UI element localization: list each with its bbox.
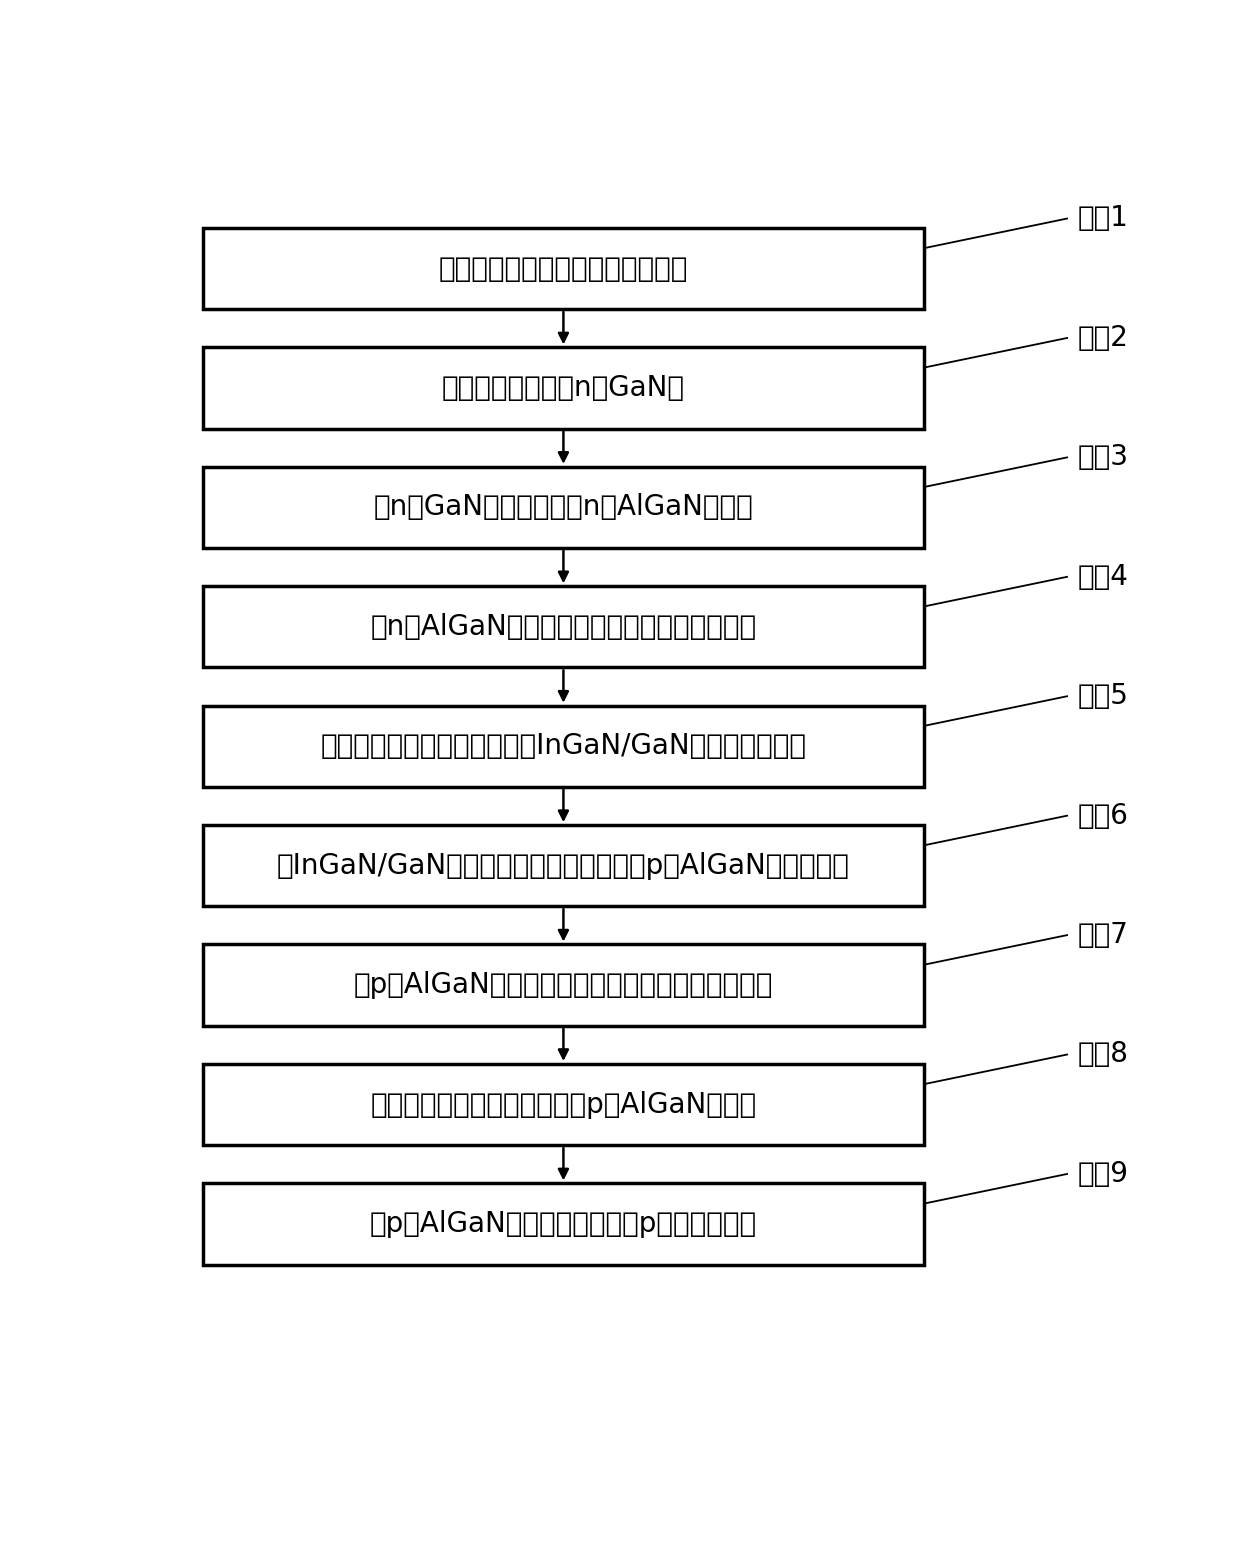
Text: 在非掺杂上波导层上外延生长p型AlGaN限制层: 在非掺杂上波导层上外延生长p型AlGaN限制层 (371, 1090, 756, 1118)
Text: 步骤6: 步骤6 (1078, 802, 1128, 830)
Text: 步骤3: 步骤3 (1078, 444, 1128, 472)
Bar (203, 347, 924, 428)
Text: 在n型GaN层上外延生长n型AlGaN限制层: 在n型GaN层上外延生长n型AlGaN限制层 (373, 493, 754, 521)
Text: 在p型AlGaN电子阻挡层上外延生长非掺杂上波导层: 在p型AlGaN电子阻挡层上外延生长非掺杂上波导层 (353, 971, 773, 999)
Bar (203, 467, 924, 548)
Text: 步骤8: 步骤8 (1078, 1041, 1128, 1069)
Bar (203, 586, 924, 667)
Text: 步骤5: 步骤5 (1078, 682, 1128, 710)
Bar (203, 228, 924, 309)
Text: 步骤9: 步骤9 (1078, 1160, 1128, 1188)
Bar (203, 1183, 924, 1264)
Text: 步骤4: 步骤4 (1078, 563, 1128, 591)
Bar (203, 706, 924, 786)
Text: 步骤2: 步骤2 (1078, 324, 1128, 352)
Bar (203, 945, 924, 1025)
Text: 步骤7: 步骤7 (1078, 921, 1128, 949)
Bar (203, 825, 924, 906)
Text: 在InGaN/GaN多量子阱发光层上外延生长p型AlGaN电子阻挡层: 在InGaN/GaN多量子阱发光层上外延生长p型AlGaN电子阻挡层 (277, 851, 849, 879)
Text: 步骤1: 步骤1 (1078, 205, 1128, 233)
Text: 在袆底上外延生长n型GaN层: 在袆底上外延生长n型GaN层 (441, 374, 684, 402)
Text: 对袆底进行退火，并清洁袆底表面: 对袆底进行退火，并清洁袆底表面 (439, 254, 688, 282)
Bar (203, 1064, 924, 1145)
Text: 在非掺杂下波导层上外延生长InGaN/GaN多量子阱发光层: 在非掺杂下波导层上外延生长InGaN/GaN多量子阱发光层 (320, 732, 806, 760)
Text: 在n型AlGaN限制层上外延生长非掺杂下波导层: 在n型AlGaN限制层上外延生长非掺杂下波导层 (371, 613, 756, 641)
Text: 在p型AlGaN限制层上外延生长p型欧姆接触层: 在p型AlGaN限制层上外延生长p型欧姆接触层 (370, 1210, 756, 1238)
